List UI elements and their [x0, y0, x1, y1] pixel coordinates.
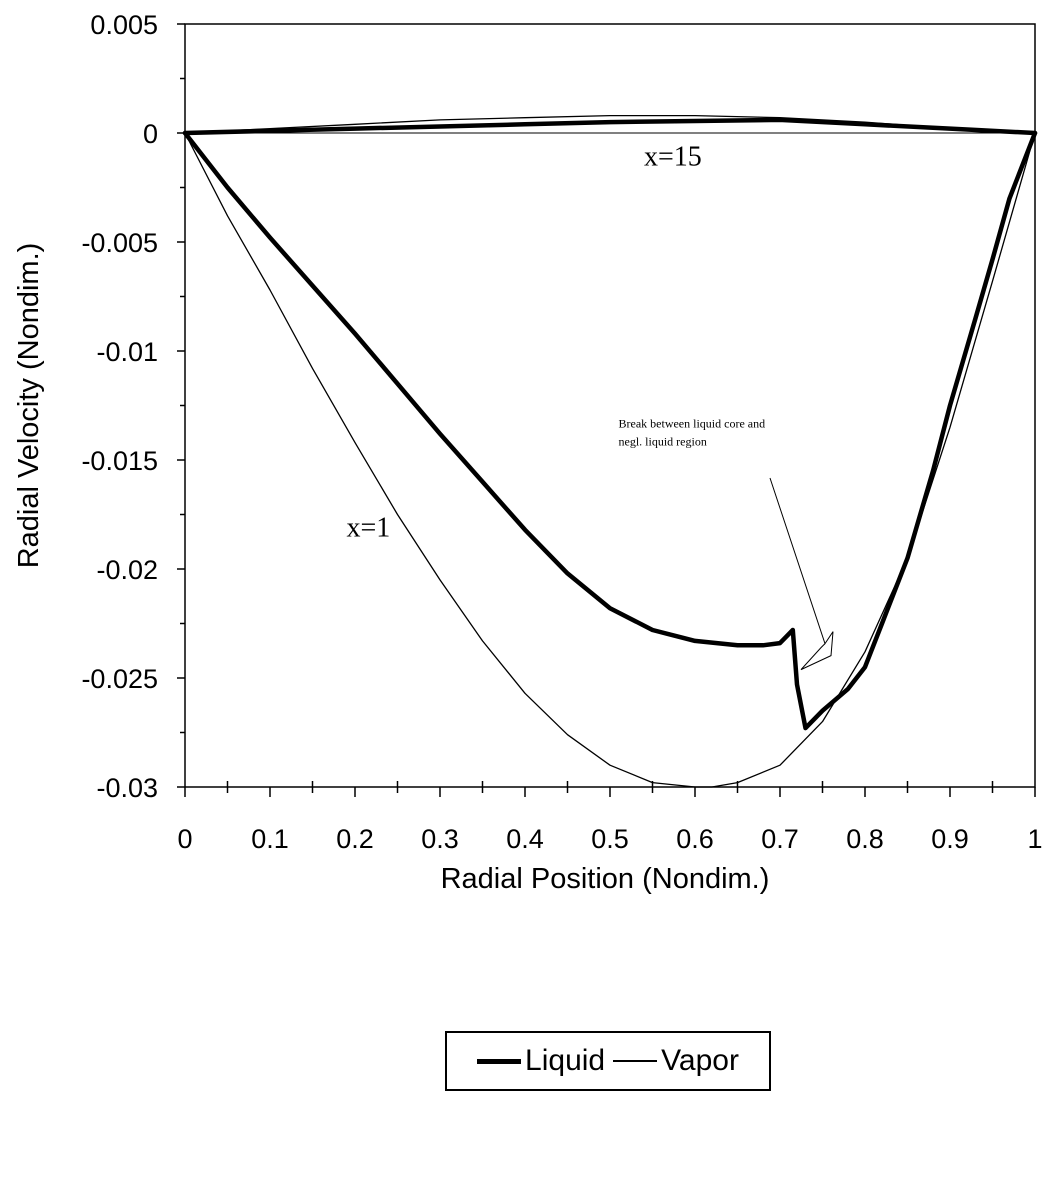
- x-tick-label: 0.1: [251, 824, 289, 854]
- y-tick-label: -0.025: [81, 664, 158, 694]
- legend-swatch-vapor: [613, 1060, 658, 1062]
- chart-legend: Liquid Vapor: [445, 1031, 771, 1091]
- annotation-x15-label: x=15: [644, 142, 702, 173]
- series-vapor-x15: [184, 114, 1036, 134]
- legend-label-liquid: Liquid: [525, 1044, 606, 1077]
- x-tick-label: 0.6: [676, 824, 714, 854]
- y-tick-label: 0: [143, 119, 158, 149]
- x-axis: 0 0.1 0.2 0.3 0.4 0.5 0.6 0.7 0.8 0.9 1: [177, 781, 1042, 854]
- annotation-break-line2: negl. liquid region: [619, 434, 707, 448]
- y-axis: 0.005 0 -0.005 -0.01 -0.015 -0.02 -0.025 -0.03: [81, 10, 185, 803]
- x-tick-label: 0: [177, 824, 192, 854]
- y-axis-title: Radial Velocity (Nondim.): [13, 243, 45, 569]
- x-tick-label: 1: [1027, 824, 1042, 854]
- y-tick-label: -0.01: [96, 337, 158, 367]
- series-vapor-x1: [184, 132, 1036, 788]
- x-axis-title: Radial Position (Nondim.): [441, 863, 770, 895]
- annotation-break-line1: Break between liquid core and: [619, 416, 766, 430]
- legend-item-liquid: Liquid: [477, 1044, 605, 1078]
- x-tick-label: 0.8: [846, 824, 884, 854]
- x-tick-label: 0.5: [591, 824, 629, 854]
- legend-label-vapor: Vapor: [661, 1044, 739, 1077]
- y-tick-label: 0.005: [90, 10, 158, 40]
- series-layer: [182, 114, 1038, 788]
- legend-item-vapor: Vapor: [613, 1044, 739, 1078]
- series-liquid-x1: [182, 130, 1038, 731]
- x-tick-label: 0.3: [421, 824, 459, 854]
- annotation-arrow: [769, 477, 834, 671]
- y-tick-label: -0.02: [96, 555, 158, 585]
- x-tick-label: 0.2: [336, 824, 374, 854]
- x-tick-label: 0.4: [506, 824, 544, 854]
- plot-area: [184, 23, 1036, 788]
- annotation-layer: x=15 x=1 Break between liquid core and n…: [347, 142, 834, 671]
- legend-swatch-liquid: [477, 1058, 522, 1064]
- annotation-x1-label: x=1: [347, 512, 391, 543]
- y-tick-label: -0.015: [81, 446, 158, 476]
- series-liquid-x15: [182, 117, 1038, 136]
- x-tick-label: 0.7: [761, 824, 799, 854]
- x-tick-label: 0.9: [931, 824, 969, 854]
- line-chart: 0.0050-0.005-0.01-0.015-0.02-0.025-0.03 …: [13, 10, 1042, 895]
- y-tick-label: -0.03: [96, 773, 158, 803]
- y-tick-label: -0.005: [81, 228, 158, 258]
